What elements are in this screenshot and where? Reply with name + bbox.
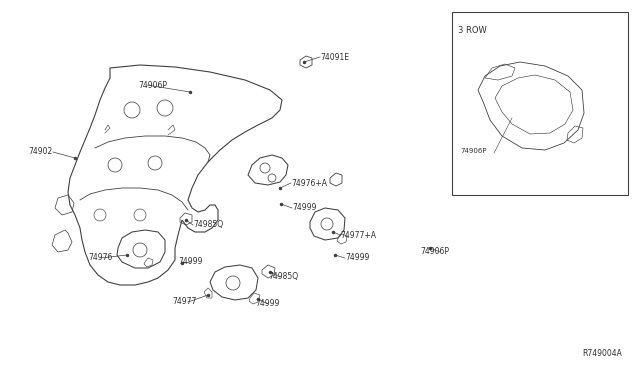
Text: 74999: 74999 [178,257,202,266]
Text: 74906P: 74906P [138,80,167,90]
Bar [452,12,628,195]
Text: 74976: 74976 [88,253,113,263]
Text: 74902: 74902 [28,148,52,157]
Text: 74906P: 74906P [460,148,486,154]
Text: 74091E: 74091E [320,52,349,61]
Text: 74976+A: 74976+A [291,179,327,187]
Text: R749004A: R749004A [582,349,622,358]
Text: 3 ROW: 3 ROW [458,26,487,35]
Text: 74985Q: 74985Q [268,273,298,282]
Text: 74977+A: 74977+A [340,231,376,240]
Text: 74906P: 74906P [420,247,449,257]
Text: 74999: 74999 [292,203,316,212]
Text: 74999: 74999 [255,299,280,308]
Text: 74977: 74977 [172,298,196,307]
Text: 74985Q: 74985Q [193,221,223,230]
Text: 74999: 74999 [345,253,369,263]
